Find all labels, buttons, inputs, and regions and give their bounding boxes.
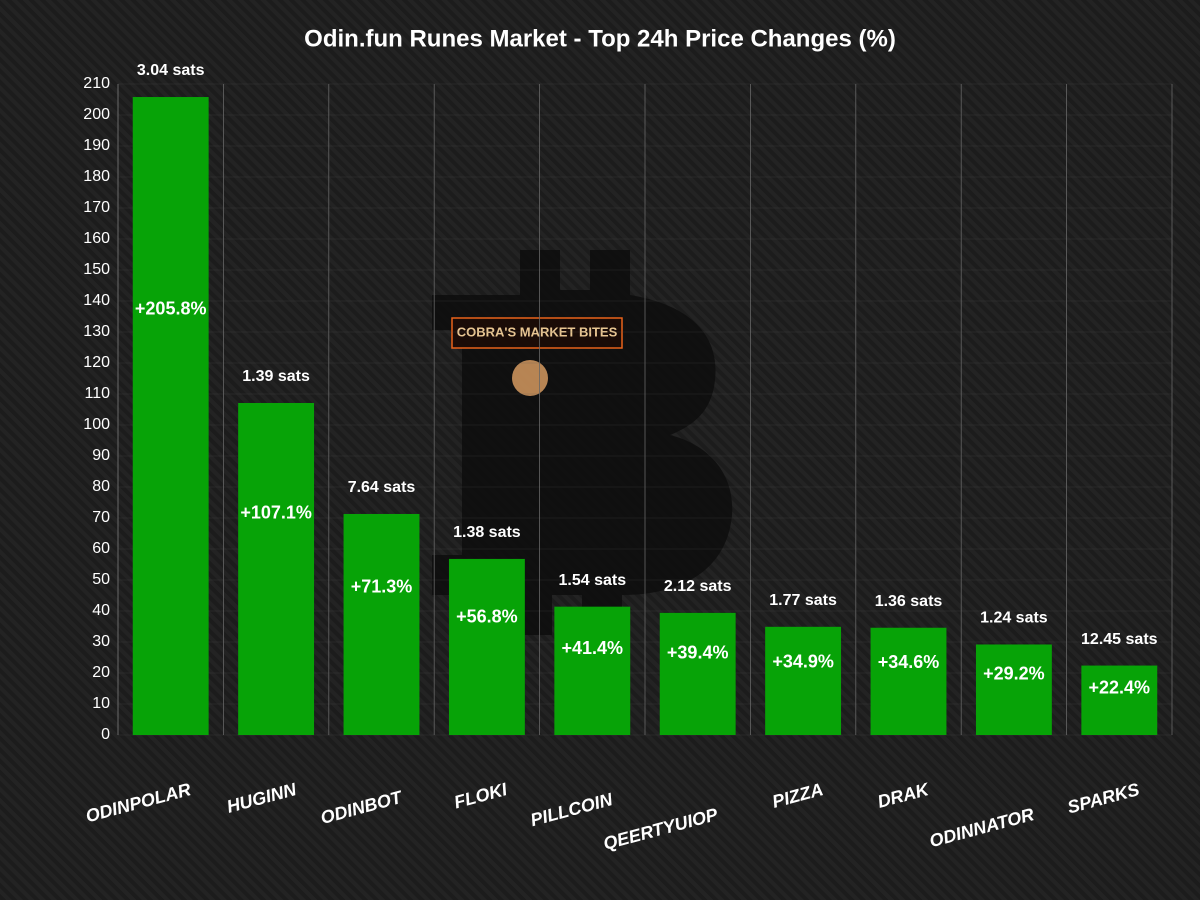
y-tick-label: 210 bbox=[83, 75, 110, 92]
y-tick-label: 80 bbox=[92, 478, 110, 495]
y-tick-label: 40 bbox=[92, 602, 110, 619]
bar bbox=[448, 558, 525, 735]
y-tick-label: 160 bbox=[83, 230, 110, 247]
price-label: 3.04 sats bbox=[137, 62, 205, 79]
y-tick-label: 120 bbox=[83, 354, 110, 371]
bar bbox=[132, 97, 209, 735]
y-tick-label: 180 bbox=[83, 168, 110, 185]
watermark-logo: COBRA'S MARKET BITES bbox=[432, 250, 733, 635]
value-label: +22.4% bbox=[1089, 677, 1151, 697]
value-label: +71.3% bbox=[351, 576, 413, 596]
price-label: 1.38 sats bbox=[453, 524, 521, 541]
chart-title: Odin.fun Runes Market - Top 24h Price Ch… bbox=[304, 25, 896, 52]
y-tick-label: 20 bbox=[92, 664, 110, 681]
y-tick-label: 150 bbox=[83, 261, 110, 278]
bar bbox=[1081, 665, 1158, 735]
y-tick-label: 200 bbox=[83, 106, 110, 123]
y-tick-label: 130 bbox=[83, 323, 110, 340]
value-label: +56.8% bbox=[456, 606, 518, 626]
bar bbox=[238, 402, 315, 735]
bar bbox=[765, 626, 842, 735]
y-tick-label: 70 bbox=[92, 509, 110, 526]
y-tick-label: 110 bbox=[84, 385, 110, 402]
y-tick-label: 0 bbox=[101, 726, 110, 743]
watermark-text: COBRA'S MARKET BITES bbox=[457, 324, 618, 339]
y-tick-label: 90 bbox=[92, 447, 110, 464]
price-label: 2.12 sats bbox=[664, 578, 732, 595]
price-label: 1.54 sats bbox=[558, 572, 626, 589]
y-tick-label: 30 bbox=[92, 633, 110, 650]
bar bbox=[659, 612, 736, 735]
y-tick-label: 60 bbox=[92, 540, 110, 557]
value-label: +205.8% bbox=[135, 298, 207, 318]
y-tick-label: 170 bbox=[83, 199, 110, 216]
value-label: +34.6% bbox=[878, 652, 940, 672]
y-tick-label: 50 bbox=[92, 571, 110, 588]
y-tick-label: 190 bbox=[83, 137, 110, 154]
value-label: +39.4% bbox=[667, 642, 729, 662]
value-label: +29.2% bbox=[983, 663, 1045, 683]
value-label: +34.9% bbox=[772, 652, 834, 672]
price-label: 1.77 sats bbox=[769, 592, 837, 609]
bar bbox=[975, 644, 1052, 735]
y-tick-label: 100 bbox=[83, 416, 110, 433]
price-label: 1.24 sats bbox=[980, 610, 1048, 627]
price-label: 7.64 sats bbox=[348, 479, 416, 496]
bar bbox=[554, 606, 631, 735]
bar bbox=[343, 513, 420, 735]
y-tick-label: 10 bbox=[92, 695, 110, 712]
value-label: +41.4% bbox=[562, 638, 624, 658]
price-label: 1.36 sats bbox=[875, 593, 943, 610]
price-label: 12.45 sats bbox=[1081, 631, 1158, 648]
value-label: +107.1% bbox=[240, 502, 312, 522]
bar bbox=[870, 627, 947, 735]
price-label: 1.39 sats bbox=[242, 368, 310, 385]
y-tick-label: 140 bbox=[83, 292, 110, 309]
